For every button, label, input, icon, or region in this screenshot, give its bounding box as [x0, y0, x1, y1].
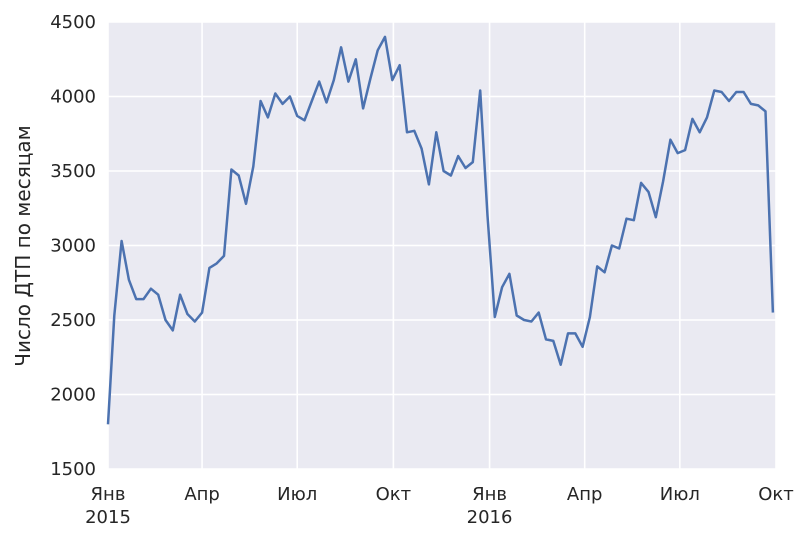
x-tick-label: Апр — [184, 484, 220, 505]
y-tick-label: 1500 — [50, 459, 96, 480]
x-tick-label: Июл — [660, 484, 700, 505]
y-axis-ticks: 1500 2000 2500 3000 3500 4000 4500 — [50, 12, 96, 480]
x-tick-year-label: 2016 — [467, 507, 513, 528]
y-tick-label: 2500 — [50, 310, 96, 331]
x-tick-label: Янв — [472, 484, 507, 505]
series-line — [106, 35, 775, 425]
grid-lines — [107, 21, 777, 470]
y-axis-label: Число ДТП по месяцам — [11, 125, 35, 366]
y-tick-label: 3500 — [50, 161, 96, 182]
y-tick-label: 3000 — [50, 236, 96, 257]
x-tick-label: Окт — [758, 484, 794, 505]
y-tick-label: 4500 — [50, 12, 96, 33]
y-tick-label: 2000 — [50, 385, 96, 406]
x-tick-label: Янв — [91, 484, 126, 505]
x-tick-label: Окт — [376, 484, 412, 505]
y-tick-label: 4000 — [50, 87, 96, 108]
x-tick-label: Июл — [277, 484, 317, 505]
x-tick-year-label: 2015 — [85, 507, 131, 528]
x-tick-label: Апр — [567, 484, 603, 505]
